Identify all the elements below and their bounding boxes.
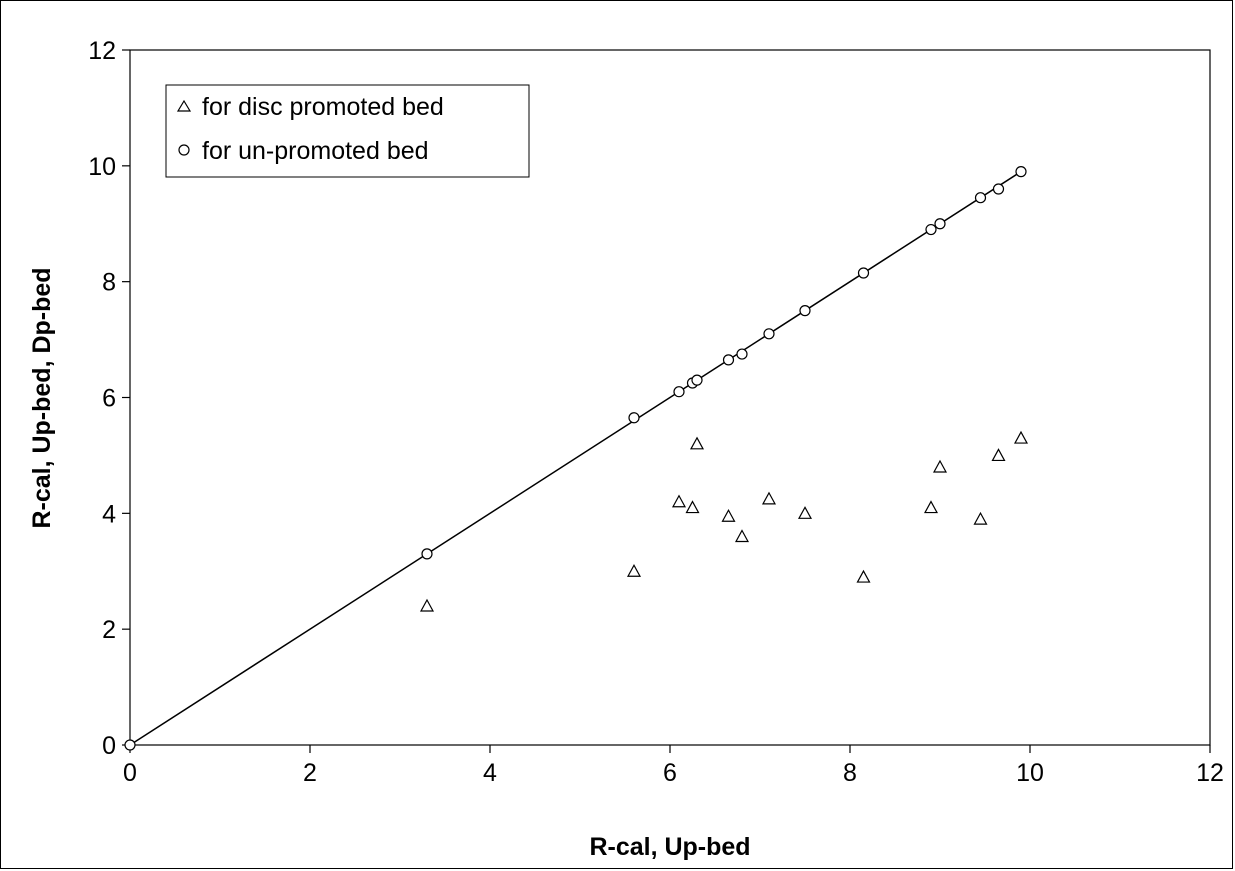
y-tick-label: 0 — [102, 732, 116, 760]
circle-point — [673, 386, 685, 398]
x-tick-label: 2 — [303, 759, 317, 787]
circle-point — [736, 348, 748, 360]
circle-point — [974, 192, 987, 204]
triangle-point — [626, 563, 642, 577]
circle-point — [628, 412, 640, 424]
circle-point — [925, 223, 937, 236]
x-tick-label: 4 — [483, 759, 497, 787]
legend: for disc promoted bed for un-promoted be… — [165, 84, 530, 178]
circle-point — [763, 328, 775, 340]
data-points — [124, 166, 1029, 751]
triangle-point — [973, 511, 988, 525]
triangle-point — [1013, 430, 1029, 444]
circle-point — [992, 183, 1005, 195]
circle-point — [934, 218, 946, 230]
legend-circle-marker-icon — [178, 144, 190, 156]
triangle-point — [856, 569, 871, 583]
x-tick-label: 8 — [843, 759, 857, 787]
triangle-point — [932, 459, 948, 473]
circle-point — [421, 548, 433, 560]
circle-point — [722, 354, 735, 366]
circle-point — [799, 305, 811, 317]
legend-box — [165, 84, 530, 178]
y-tick-label: 2 — [102, 616, 116, 644]
x-tick-label: 10 — [1016, 759, 1044, 787]
triangle-point — [721, 508, 736, 522]
legend-label-disc-promoted: for disc promoted bed — [202, 93, 444, 121]
x-tick-label: 6 — [663, 759, 677, 787]
circle-point — [124, 739, 136, 751]
triangle-point — [689, 436, 705, 450]
x-axis-title: R-cal, Up-bed — [589, 833, 750, 861]
x-tick-label: 0 — [123, 759, 137, 787]
triangle-point — [761, 491, 777, 505]
axis-ticks: 0 2 4 6 8 10 12 0 2 4 6 8 10 12 — [88, 37, 1224, 787]
triangle-point — [685, 500, 700, 514]
circle-point — [857, 267, 870, 279]
triangle-point — [797, 506, 813, 519]
y-tick-label: 10 — [88, 153, 116, 181]
legend-label-un-promoted: for un-promoted bed — [202, 137, 429, 165]
circle-point — [1015, 166, 1027, 178]
x-tick-label: 12 — [1196, 759, 1224, 787]
y-tick-label: 12 — [88, 37, 116, 65]
triangle-point — [419, 598, 435, 612]
reference-line-group — [129, 170, 1022, 746]
y-tick-label: 6 — [102, 385, 116, 413]
y-tick-label: 8 — [102, 269, 116, 297]
reference-line — [129, 170, 1022, 746]
triangle-point — [923, 500, 939, 514]
triangle-point — [671, 494, 687, 508]
triangle-point — [991, 448, 1006, 462]
y-tick-label: 4 — [102, 500, 116, 528]
circle-point — [691, 374, 703, 386]
legend-triangle-marker-icon — [176, 99, 192, 112]
triangle-point — [734, 529, 750, 543]
y-axis-title: R-cal, Up-bed, Dp-bed — [28, 267, 56, 528]
